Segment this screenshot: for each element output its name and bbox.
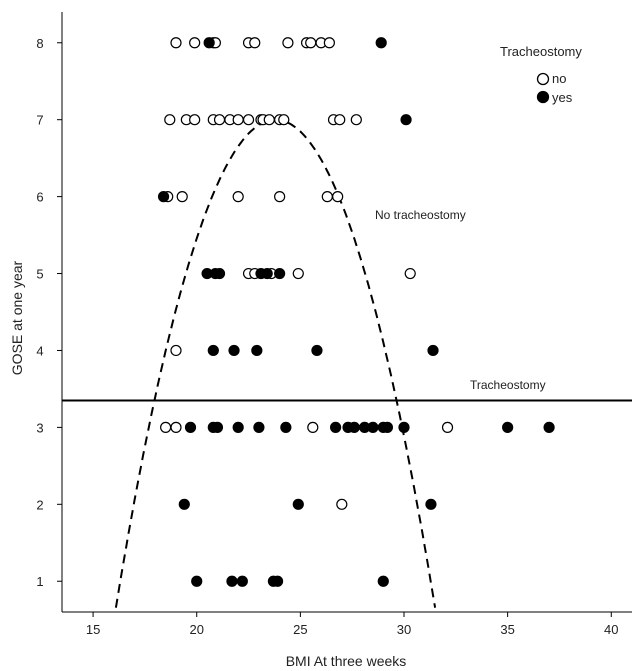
point-no <box>335 115 345 125</box>
y-tick-label: 3 <box>36 420 43 435</box>
point-no <box>177 192 187 202</box>
point-no <box>308 422 318 432</box>
point-no <box>165 115 175 125</box>
point-yes <box>227 576 237 586</box>
point-yes <box>229 345 239 355</box>
point-yes <box>399 422 409 432</box>
point-no <box>293 269 303 279</box>
y-tick-label: 1 <box>36 574 43 589</box>
point-no <box>333 192 343 202</box>
point-no <box>337 499 347 509</box>
point-yes <box>382 422 392 432</box>
point-yes <box>208 345 218 355</box>
point-no <box>279 115 289 125</box>
legend: Tracheostomy no yes <box>500 44 582 105</box>
point-no <box>264 115 274 125</box>
y-tick-label: 7 <box>36 113 43 128</box>
x-tick-label: 15 <box>86 622 100 637</box>
x-tick-label: 35 <box>500 622 514 637</box>
point-no <box>275 192 285 202</box>
point-yes <box>275 269 285 279</box>
axes: 15 20 25 30 35 40 1 2 3 4 5 6 7 8 <box>36 12 632 637</box>
point-no <box>190 38 200 48</box>
point-yes <box>192 576 202 586</box>
x-tick-label: 20 <box>189 622 203 637</box>
data-points <box>159 38 555 586</box>
fit-lines <box>62 120 632 608</box>
point-no <box>322 192 332 202</box>
point-yes <box>368 422 378 432</box>
point-yes <box>254 422 264 432</box>
annotations: No tracheostomy Tracheostomy <box>375 208 546 392</box>
legend-marker-yes <box>538 92 549 103</box>
point-yes <box>233 422 243 432</box>
point-yes <box>212 422 222 432</box>
point-no <box>244 115 254 125</box>
point-yes <box>281 422 291 432</box>
point-no <box>324 38 334 48</box>
x-tick-label: 40 <box>604 622 618 637</box>
point-no <box>233 192 243 202</box>
point-no <box>306 38 316 48</box>
point-no <box>171 38 181 48</box>
x-axis-title: BMI At three weeks <box>286 653 407 669</box>
point-yes <box>252 345 262 355</box>
x-tick-label: 25 <box>293 622 307 637</box>
y-tick-label: 6 <box>36 190 43 205</box>
y-tick-label: 2 <box>36 497 43 512</box>
point-no <box>443 422 453 432</box>
point-yes <box>376 38 386 48</box>
point-yes <box>179 499 189 509</box>
point-no <box>161 422 171 432</box>
point-yes <box>215 269 225 279</box>
point-no <box>171 422 181 432</box>
legend-label-yes: yes <box>552 90 573 105</box>
point-yes <box>428 345 438 355</box>
y-tick-label: 5 <box>36 267 43 282</box>
point-no <box>351 115 361 125</box>
point-yes <box>331 422 341 432</box>
point-yes <box>401 115 411 125</box>
legend-label-no: no <box>552 71 566 86</box>
point-yes <box>349 422 359 432</box>
point-yes <box>503 422 513 432</box>
point-yes <box>293 499 303 509</box>
legend-marker-no <box>538 74 549 85</box>
point-yes <box>378 576 388 586</box>
point-no <box>190 115 200 125</box>
point-no <box>215 115 225 125</box>
y-tick-label: 8 <box>36 36 43 51</box>
point-yes <box>186 422 196 432</box>
legend-title: Tracheostomy <box>500 44 582 59</box>
point-yes <box>204 38 214 48</box>
point-yes <box>544 422 554 432</box>
point-no <box>233 115 243 125</box>
point-yes <box>312 345 322 355</box>
point-yes <box>237 576 247 586</box>
point-no <box>283 38 293 48</box>
point-no <box>250 38 260 48</box>
annotation-no-tracheostomy: No tracheostomy <box>375 208 466 222</box>
point-yes <box>273 576 283 586</box>
annotation-tracheostomy: Tracheostomy <box>470 378 546 392</box>
point-no <box>405 269 415 279</box>
x-tick-label: 30 <box>397 622 411 637</box>
point-yes <box>159 192 169 202</box>
point-no <box>171 345 181 355</box>
point-yes <box>262 269 272 279</box>
y-axis-title: GOSE at one year <box>9 260 25 375</box>
y-tick-label: 4 <box>36 343 43 358</box>
point-yes <box>426 499 436 509</box>
